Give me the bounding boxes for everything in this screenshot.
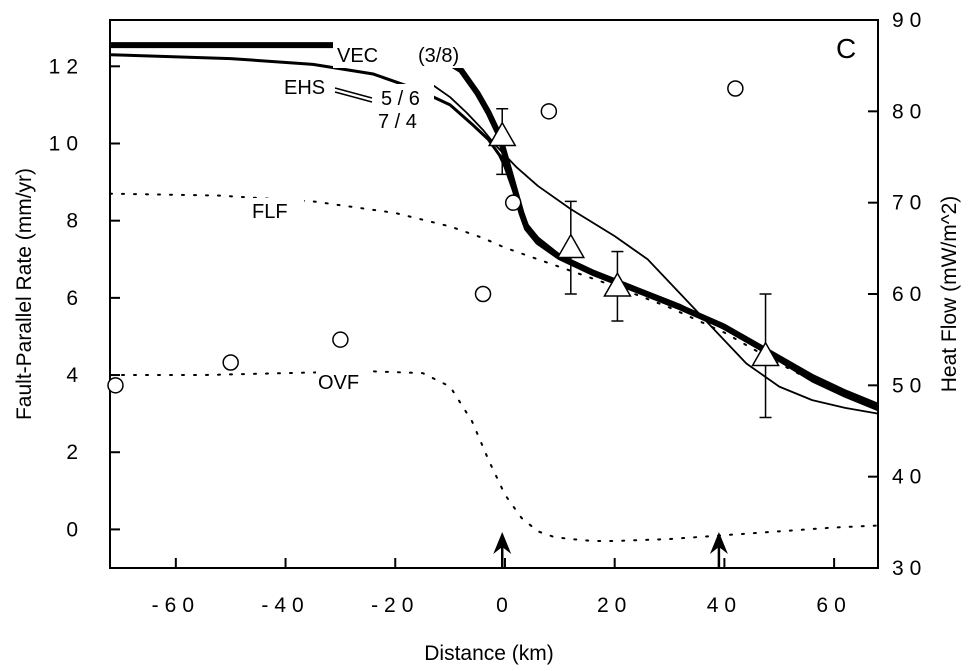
y-right-axis-label: Heat Flow (mW/m^2) — [938, 196, 961, 393]
heat-flow-circle-point — [474, 285, 492, 303]
y-right-tick-label: 30 — [892, 557, 927, 580]
ehs-leader-a — [334, 87, 373, 99]
y-right-tick-label: 70 — [892, 192, 927, 215]
y-left-axis-ticks: 0 2 4 6 8 10 12 — [49, 55, 120, 541]
rate-triangle-point — [556, 233, 586, 259]
series-line-flf — [109, 192, 879, 407]
y-right-tick-label: 80 — [892, 100, 927, 123]
y-left-tick-label: 10 — [49, 132, 84, 155]
ehs-leader-b — [334, 91, 373, 103]
x-tick-label: -40 — [261, 594, 309, 617]
y-left-tick-label: 6 — [66, 287, 84, 310]
ovf-label-bg — [316, 368, 372, 394]
arrow-head — [493, 532, 512, 554]
label-flf: FLF — [252, 201, 288, 223]
y-right-tick-label: 60 — [892, 283, 927, 306]
y-left-tick-label: 4 — [66, 364, 84, 387]
x-axis-label: Distance (km) — [424, 642, 554, 665]
x-tick-label: 20 — [597, 594, 632, 617]
gridless-plot-area: -60 -40 -20 0 20 40 60 0 2 4 6 8 10 12 30 40 50 60 70 80 9… — [49, 9, 927, 617]
x-tick-label: 0 — [496, 594, 514, 617]
y-left-tick-label: 0 — [66, 518, 84, 541]
heat-flow-circle-point — [222, 354, 239, 371]
y-left-tick-label: 2 — [66, 441, 84, 464]
rate-triangle-point — [487, 121, 517, 147]
errorbar-layer — [496, 108, 772, 419]
rate-triangle-point — [603, 271, 632, 297]
series-layer — [109, 42, 880, 542]
circle-markers — [107, 80, 744, 394]
x-tick-label: 40 — [707, 594, 742, 617]
label-vec: VEC — [337, 45, 378, 67]
heat-flow-circle-point — [727, 80, 744, 97]
heat-flow-circle-point — [107, 377, 124, 394]
triangle-markers — [487, 121, 780, 367]
heat-flow-circle-point — [504, 194, 522, 211]
x-axis-ticks: -60 -40 -20 0 20 40 60 — [152, 558, 851, 617]
ratio-56-bg — [378, 84, 434, 110]
y-right-tick-label: 50 — [892, 374, 927, 397]
series-line-7-4 — [433, 84, 879, 415]
label-ratio-74: 7 / 4 — [378, 111, 417, 133]
y-right-tick-label: 40 — [892, 466, 927, 489]
label-ehs: EHS — [284, 77, 325, 99]
vec-label-bg — [333, 38, 481, 68]
heat-flow-circle-point — [332, 331, 349, 348]
flf-label-bg — [250, 198, 304, 222]
label-vec-ratio: (3/8) — [418, 45, 459, 67]
y-left-tick-label: 12 — [49, 55, 84, 78]
y-right-tick-label: 90 — [892, 9, 927, 32]
x-tick-label: 60 — [816, 594, 851, 617]
label-ovf: OVF — [318, 372, 359, 394]
heat-flow-circle-point — [540, 103, 558, 120]
x-tick-label: -20 — [371, 594, 419, 617]
arrow-head — [709, 532, 728, 554]
x-tick-label: -60 — [152, 594, 200, 617]
panel-label: C — [836, 33, 856, 64]
label-ratio-56: 5 / 6 — [381, 88, 420, 110]
y-right-axis-ticks: 30 40 50 60 70 80 90 — [868, 9, 927, 580]
arrow-markers — [493, 532, 728, 568]
y-left-tick-label: 8 — [66, 210, 84, 233]
ehs-label-bg — [282, 72, 340, 98]
series-line-ovf — [109, 370, 879, 542]
y-left-axis-label: Fault-Parallel Rate (mm/yr) — [13, 168, 36, 420]
rate-triangle-point — [751, 341, 780, 367]
ratio-74-bg — [374, 108, 430, 134]
